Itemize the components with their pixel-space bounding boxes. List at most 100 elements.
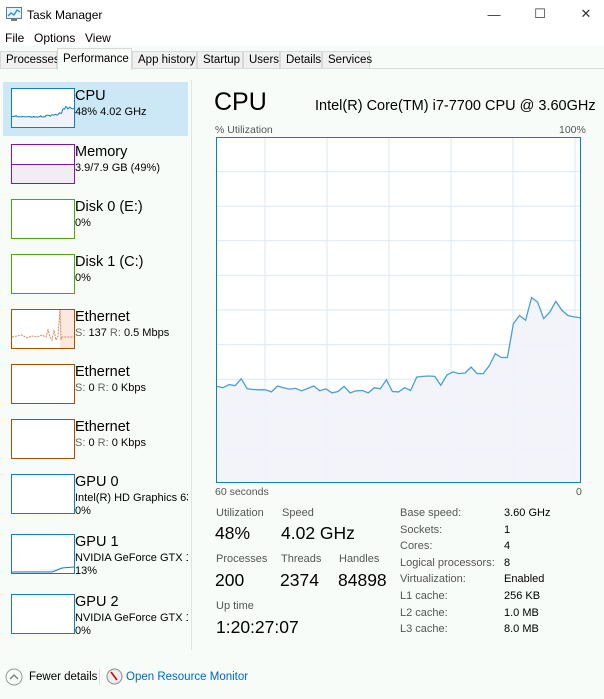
spec-label: Sockets: — [400, 523, 443, 536]
cpu-model: Intel(R) Core(TM) i7-7700 CPU @ 3.60GHz — [315, 98, 596, 114]
speed-label: Speed — [282, 507, 314, 519]
spec-value: 256 KB — [504, 590, 541, 602]
sidebar-item-memory[interactable]: Memory 3.9/7.9 GB (49%) — [3, 138, 188, 192]
spec-value: 8.0 MB — [504, 623, 539, 636]
open-resource-monitor-link[interactable]: Open Resource Monitor — [126, 671, 249, 683]
sidebar-item-gpu-2[interactable]: GPU 2 NVIDIA GeForce GTX 10600% — [3, 588, 188, 642]
sidebar-item-detail: Intel(R) HD Graphics 630 0% — [75, 492, 188, 518]
spec-label: L3 cache: — [400, 623, 448, 636]
receive-value: 0.5 Mbps — [123, 327, 170, 339]
sidebar-item-sub: Intel(R) HD Graphics 630 — [75, 492, 188, 504]
menu-view[interactable]: View — [85, 31, 111, 45]
chevron-up-circle-icon[interactable] — [5, 668, 23, 686]
sidebar-item-detail: NVIDIA GeForce GTX 107013% — [75, 552, 188, 578]
spec-label: L2 cache: — [400, 606, 448, 619]
receive-label: R: — [97, 382, 109, 394]
send-label: S: — [75, 382, 86, 394]
sidebar-item-sub: NVIDIA GeForce GTX 1070 — [75, 552, 188, 564]
receive-label: R: — [97, 437, 109, 449]
sidebar-item-detail: 0% — [75, 272, 188, 285]
minimize-button[interactable]: — — [487, 6, 501, 22]
send-value: 137 — [88, 327, 107, 339]
threads-value: 2374 — [280, 570, 319, 590]
sidebar-item-detail: 3.9/7.9 GB (49%) — [75, 162, 188, 175]
sidebar-item-label: Memory — [75, 144, 128, 160]
page-title: CPU — [214, 88, 267, 116]
sidebar-item-disk-1-c[interactable]: Disk 1 (C:) 0% — [3, 248, 188, 302]
spec-value: 1.0 MB — [504, 606, 539, 619]
uptime-value: 1:20:27:07 — [216, 617, 299, 637]
tab-app-history[interactable]: App history — [132, 51, 197, 69]
send-label: S: — [75, 327, 86, 339]
y-axis-max: 100% — [559, 124, 586, 136]
sidebar-item-label: GPU 2 — [75, 594, 119, 610]
sidebar-item-sub: 0% — [75, 272, 91, 284]
memory-usage-fill — [12, 164, 74, 183]
sidebar-item-label: Disk 0 (E:) — [75, 199, 143, 215]
sidebar-item-disk-0-e[interactable]: Disk 0 (E:) 0% — [3, 193, 188, 247]
close-button[interactable]: ✕ — [580, 6, 592, 21]
sidebar-item-label: Ethernet — [75, 364, 130, 380]
sidebar-item-label: CPU — [75, 88, 106, 104]
tab-details[interactable]: Details — [280, 51, 322, 69]
utilization-area — [217, 297, 580, 482]
spec-label: L1 cache: — [400, 590, 448, 602]
handles-label: Handles — [339, 553, 380, 565]
resource-monitor-icon — [106, 668, 123, 685]
send-value: 0 — [88, 437, 95, 449]
menu-file[interactable]: File — [5, 31, 25, 45]
sidebar-item-sub: 48% 4.02 GHz — [75, 106, 147, 118]
sidebar-thumbnail-graph — [11, 594, 75, 634]
sidebar-item-detail: S: 0 R: 0 Kbps — [75, 437, 188, 450]
utilization-line — [216, 296, 581, 394]
sidebar-thumbnail-graph — [11, 364, 75, 404]
sidebar-thumbnail-graph — [11, 144, 75, 184]
processes-label: Processes — [216, 553, 268, 565]
tab-performance[interactable]: Performance — [57, 48, 132, 70]
sidebar-item-usage: 0% — [75, 625, 91, 637]
cpu-utilization-graph — [216, 137, 581, 483]
sidebar-item-detail: 48% 4.02 GHz — [75, 106, 188, 119]
sidebar-item-gpu-0[interactable]: GPU 0 Intel(R) HD Graphics 630 0% — [3, 468, 188, 522]
tab-startup[interactable]: Startup — [197, 51, 243, 69]
handles-value: 84898 — [338, 570, 387, 590]
processes-value: 200 — [215, 570, 245, 590]
tab-services[interactable]: Services — [322, 51, 372, 69]
sidebar-item-label: Ethernet — [75, 419, 130, 435]
sidebar-thumbnail-graph — [11, 199, 75, 239]
spec-label: Logical processors: — [400, 556, 495, 569]
spec-value: 1 — [504, 523, 511, 536]
sidebar-item-ethernet[interactable]: Ethernet S: 137 R: 0.5 Mbps — [3, 303, 188, 357]
speed-value: 4.02 GHz — [281, 523, 355, 543]
utilization-label: Utilization — [216, 507, 264, 519]
threads-label: Threads — [281, 553, 322, 565]
spec-value: 8 — [504, 556, 511, 569]
sidebar-item-label: Disk 1 (C:) — [75, 254, 144, 270]
divider — [99, 669, 100, 685]
title-bar: Task Manager — ☐ ✕ — [0, 0, 604, 28]
spec-label: Base speed: — [400, 507, 462, 519]
tab-processes[interactable]: Processes — [0, 51, 60, 69]
sidebar-thumbnail-graph — [11, 419, 75, 459]
sidebar-thumbnail-graph — [11, 88, 75, 128]
menu-bar: File Options View — [0, 28, 604, 46]
menu-options[interactable]: Options — [34, 31, 76, 45]
fewer-details-button[interactable]: Fewer details — [29, 671, 98, 683]
sidebar-item-ethernet[interactable]: Ethernet S: 0 R: 0 Kbps — [3, 413, 188, 467]
sidebar-item-cpu[interactable]: CPU 48% 4.02 GHz — [3, 82, 188, 136]
utilization-value: 48% — [215, 523, 251, 543]
tab-users[interactable]: Users — [243, 51, 280, 69]
sidebar-item-label: GPU 1 — [75, 534, 119, 550]
sidebar-item-ethernet[interactable]: Ethernet S: 0 R: 0 Kbps — [3, 358, 188, 412]
sidebar-item-gpu-1[interactable]: GPU 1 NVIDIA GeForce GTX 107013% — [3, 528, 188, 582]
sidebar-item-sub: 0% — [75, 217, 91, 229]
send-value: 0 — [88, 382, 95, 394]
maximize-button[interactable]: ☐ — [534, 6, 546, 21]
sidebar-thumbnail-graph — [11, 254, 75, 294]
uptime-label: Up time — [216, 600, 254, 612]
sidebar-item-label: Ethernet — [75, 309, 130, 325]
receive-value: 0 Kbps — [111, 437, 146, 449]
sidebar-thumbnail-graph — [11, 474, 75, 514]
spec-value: 3.60 GHz — [504, 507, 551, 519]
window-title: Task Manager — [27, 8, 103, 22]
